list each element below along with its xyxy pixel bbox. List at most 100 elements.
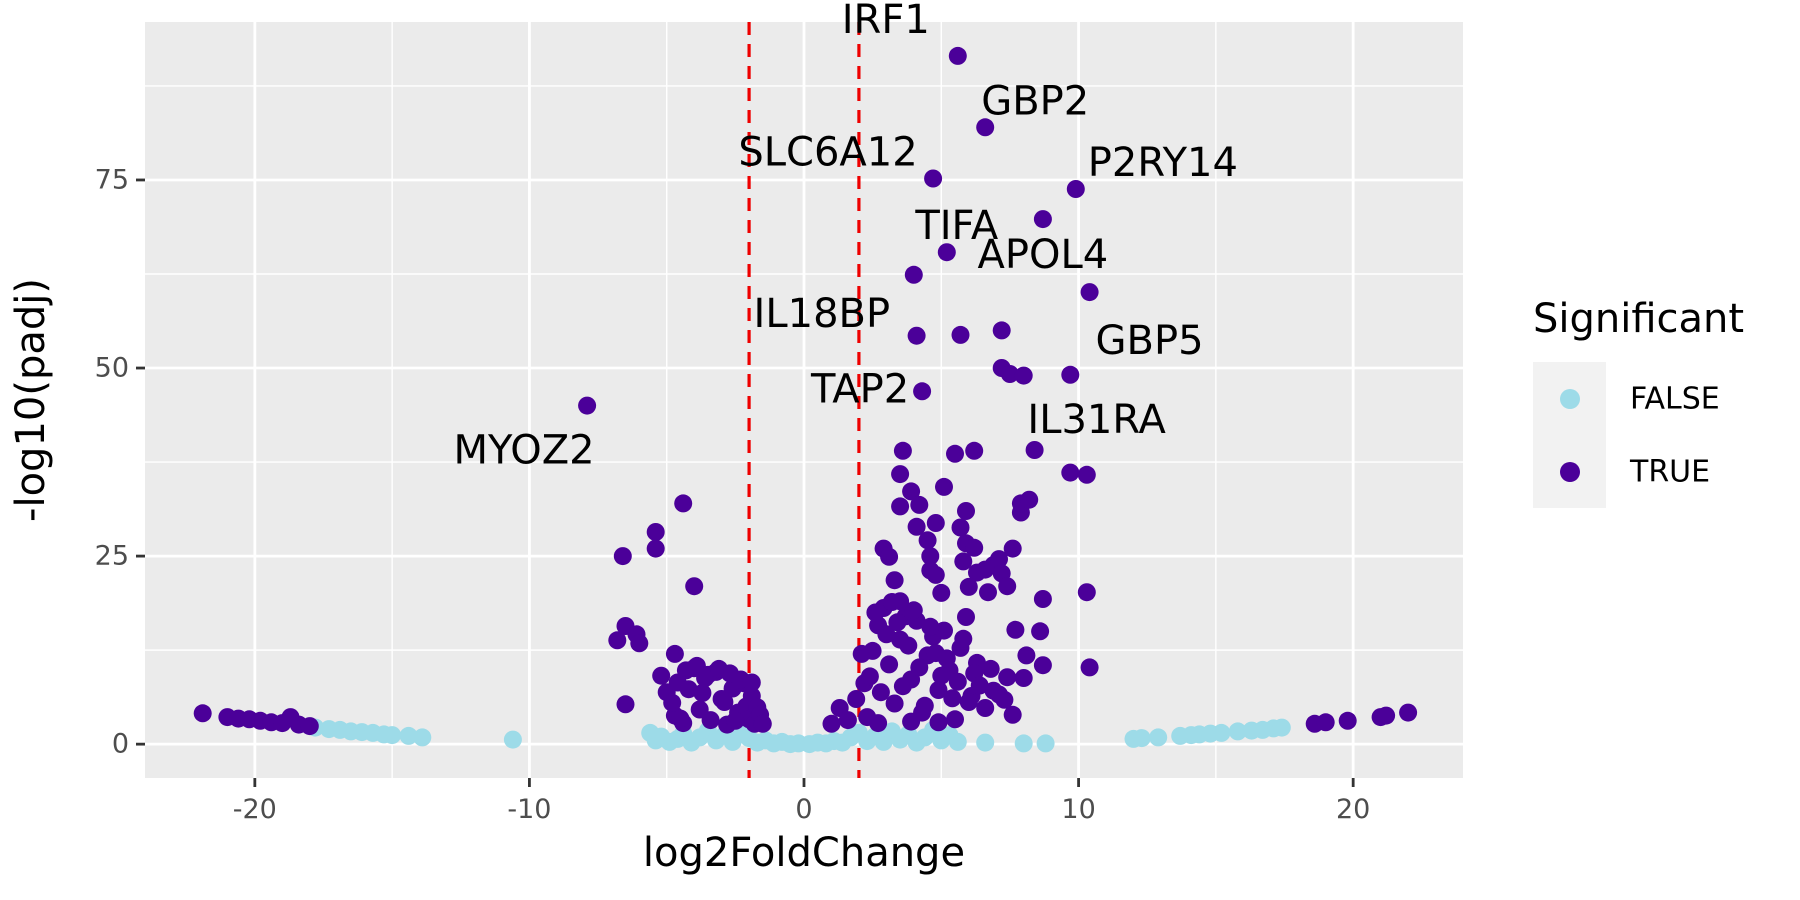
data-point <box>860 667 879 686</box>
data-point <box>902 712 921 731</box>
x-tick-label: 0 <box>795 794 812 825</box>
data-point <box>1061 463 1080 482</box>
data-point <box>1036 734 1055 753</box>
data-point <box>902 482 921 501</box>
data-point <box>630 634 649 653</box>
legend-entries: FALSE TRUE <box>1560 382 1720 490</box>
legend-key-false <box>1560 389 1580 409</box>
data-point <box>1014 734 1033 753</box>
data-point <box>869 714 888 733</box>
data-point <box>932 666 951 685</box>
data-point <box>1003 539 1022 558</box>
data-point <box>715 693 734 711</box>
data-point <box>957 608 975 626</box>
data-point <box>888 613 907 632</box>
data-point <box>1003 705 1022 724</box>
data-point <box>1228 722 1247 741</box>
data-point <box>899 636 918 655</box>
data-point <box>852 644 871 663</box>
data-point <box>1061 365 1080 384</box>
data-point <box>998 577 1017 596</box>
data-point <box>893 441 912 460</box>
x-tick-label: -10 <box>507 794 551 825</box>
data-point <box>193 704 212 723</box>
data-point <box>1006 620 1025 639</box>
data-point <box>921 617 940 636</box>
data-point <box>742 673 761 692</box>
data-point <box>1020 490 1039 509</box>
data-point <box>1080 283 1099 302</box>
gene-label: APOL4 <box>978 232 1109 278</box>
data-point <box>951 325 970 344</box>
data-point <box>929 713 948 732</box>
data-point <box>663 693 682 712</box>
data-point <box>753 714 772 733</box>
legend-label-true: TRUE <box>1629 455 1710 490</box>
data-point <box>891 465 910 484</box>
data-point <box>608 631 627 650</box>
y-tick-label: 0 <box>112 729 129 760</box>
data-point <box>885 571 904 590</box>
data-point <box>959 693 978 711</box>
data-point <box>937 243 956 262</box>
gene-label: IL18BP <box>754 291 891 337</box>
data-point <box>646 539 665 558</box>
data-point <box>946 444 964 463</box>
data-point <box>616 695 635 714</box>
data-point <box>383 726 402 745</box>
data-point <box>976 118 995 137</box>
data-point <box>1014 669 1033 687</box>
data-point <box>1077 465 1096 484</box>
data-point <box>1033 590 1052 608</box>
data-point <box>929 681 948 699</box>
series-true <box>193 46 1418 736</box>
data-points <box>193 46 1418 754</box>
data-point <box>665 644 684 663</box>
legend: Significant FALSE TRUE <box>1533 296 1744 508</box>
data-point <box>503 730 522 749</box>
data-point <box>679 680 698 699</box>
data-point <box>948 46 967 65</box>
x-tick-label: 20 <box>1336 794 1370 825</box>
data-point <box>948 732 967 751</box>
data-point <box>924 169 943 188</box>
x-axis-title: log2FoldChange <box>643 830 965 876</box>
gene-label: TAP2 <box>810 366 909 412</box>
data-point <box>822 714 841 733</box>
data-point <box>880 547 899 566</box>
data-point <box>965 538 984 557</box>
data-point <box>1080 658 1099 677</box>
x-tick-label: -20 <box>233 794 277 825</box>
data-point <box>1399 703 1418 722</box>
gene-label: GBP2 <box>981 78 1089 124</box>
data-point <box>970 676 989 695</box>
data-point <box>880 655 899 674</box>
data-point <box>1316 713 1335 732</box>
data-point <box>981 659 1000 678</box>
gene-label: GBP5 <box>1096 318 1204 364</box>
data-point <box>943 689 962 708</box>
data-point <box>674 494 693 513</box>
data-point <box>871 683 890 702</box>
data-point <box>1031 622 1050 641</box>
legend-key-true <box>1560 462 1580 482</box>
gene-label: P2RY14 <box>1088 140 1238 186</box>
x-tick-label: 10 <box>1061 794 1095 825</box>
data-point <box>976 699 995 717</box>
data-point <box>921 547 940 566</box>
data-point <box>399 726 418 745</box>
data-point <box>646 523 665 541</box>
data-point <box>866 603 885 622</box>
data-point <box>613 547 632 566</box>
data-point <box>1014 366 1033 385</box>
data-point <box>957 502 975 520</box>
y-tick-label: 50 <box>95 353 129 384</box>
data-point <box>976 733 995 752</box>
legend-key-background <box>1533 362 1606 508</box>
data-point <box>992 321 1011 340</box>
data-point <box>847 690 866 708</box>
data-point <box>1066 180 1085 198</box>
data-point <box>965 441 984 460</box>
x-axis: -20 -10 0 10 20 <box>233 778 1370 825</box>
data-point <box>1033 210 1052 229</box>
